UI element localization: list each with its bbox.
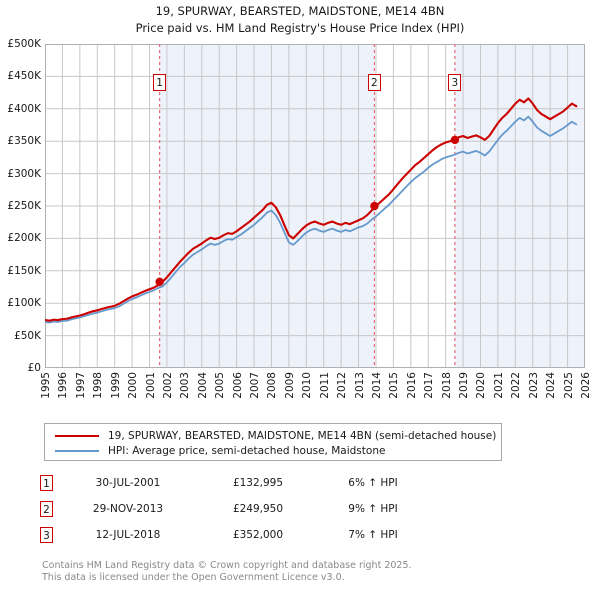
y-axis-tick-label: £450K (7, 70, 41, 83)
transaction-price: £249,950 (232, 503, 284, 515)
x-axis-tick-label: 2010 (301, 372, 314, 399)
transaction-hpi-delta: 9% ↑ HPI (348, 503, 398, 515)
footer-line-1: Contains HM Land Registry data © Crown c… (42, 560, 412, 571)
x-axis-tick-label: 1995 (40, 372, 52, 399)
transactions-table: 1 30-JUL-2001 £132,995 6% ↑ HPI 2 29-NOV… (40, 470, 470, 548)
legend-swatch-hpi (55, 449, 99, 452)
x-axis-tick-label: 2001 (144, 372, 157, 399)
legend-label-hpi: HPI: Average price, semi-detached house,… (108, 444, 386, 457)
x-axis-tick-label: 2012 (336, 372, 349, 399)
y-axis-tick-label: £300K (7, 167, 41, 180)
x-axis-tick-label: 2008 (266, 372, 279, 399)
x-axis-tick-label: 2013 (353, 372, 366, 399)
x-axis-tick-label: 2016 (405, 372, 418, 399)
y-axis-tick-label: £150K (7, 264, 41, 277)
x-axis-tick-label: 2018 (440, 372, 453, 399)
x-axis-tick-label: 2017 (423, 372, 436, 399)
transaction-dots (155, 135, 460, 287)
chart-legend: 19, SPURWAY, BEARSTED, MAIDSTONE, ME14 4… (44, 423, 502, 461)
x-axis-tick-label: 2025 (562, 372, 575, 399)
title-line-2: Price paid vs. HM Land Registry's House … (135, 21, 465, 35)
legend-entry-hpi: HPI: Average price, semi-detached house,… (45, 443, 501, 458)
x-axis-tick-label: 2002 (161, 372, 174, 399)
legend-entry-price-paid: 19, SPURWAY, BEARSTED, MAIDSTONE, ME14 4… (45, 428, 501, 443)
transaction-date: 29-NOV-2013 (92, 503, 164, 515)
price-history-chart: £0 £50K £100K £150K £200K £250K £300K £350K £400… (7, 38, 592, 399)
y-axis-tick-label: £100K (7, 297, 41, 310)
x-axis-tick-label: 2006 (231, 372, 244, 399)
x-axis-tick-label: 1998 (92, 372, 105, 399)
x-axis-tick-label: 1996 (57, 372, 70, 399)
plot-border (45, 44, 585, 368)
chart-plot-svg (45, 44, 585, 368)
y-axis-tick-label: £500K (7, 38, 41, 50)
x-axis-tick-label: 2015 (388, 372, 401, 399)
transaction-hpi-delta: 7% ↑ HPI (348, 529, 398, 541)
transaction-index-badge: 1 (40, 475, 53, 491)
x-axis-tick-label: 2020 (475, 372, 488, 399)
x-axis-tick-label: 2014 (370, 372, 383, 399)
transaction-hpi-delta: 6% ↑ HPI (348, 477, 398, 489)
x-axis-tick-label: 2023 (527, 372, 540, 399)
title-line-1: 19, SPURWAY, BEARSTED, MAIDSTONE, ME14 4… (155, 4, 445, 18)
x-axis-tick-label: 2004 (196, 372, 209, 399)
footer-line-2: This data is licensed under the Open Gov… (42, 571, 345, 583)
x-axis-tick-label: 2007 (249, 372, 262, 399)
table-row: 2 29-NOV-2013 £249,950 9% ↑ HPI (40, 496, 470, 522)
x-axis-tick-label: 2022 (510, 372, 523, 399)
y-axis-tick-label: £350K (7, 135, 41, 148)
chart-marker-badge[interactable]: 1 (153, 74, 167, 91)
y-axis-tick-label: £50K (14, 329, 41, 342)
x-axis-tick-label: 2019 (458, 372, 471, 399)
x-axis-tick-label: 1997 (74, 372, 87, 399)
chart-marker-badge[interactable]: 2 (367, 74, 381, 91)
x-axis-tick-label: 2024 (545, 372, 558, 399)
x-axis-tick-label: 2021 (492, 372, 505, 399)
table-row: 1 30-JUL-2001 £132,995 6% ↑ HPI (40, 470, 470, 496)
x-axis-tick-label: 2003 (179, 372, 192, 399)
y-axis-tick-label: £0 (27, 362, 41, 374)
transaction-index-badge: 2 (40, 501, 53, 517)
y-axis-tick-label: £250K (7, 200, 41, 212)
page-title: 19, SPURWAY, BEARSTED, MAIDSTONE, ME14 4… (0, 3, 600, 37)
transaction-date: 30-JUL-2001 (95, 477, 161, 489)
legend-swatch-price-paid (55, 434, 99, 437)
x-axis-tick-label: 2011 (318, 372, 331, 399)
legend-label-price-paid: 19, SPURWAY, BEARSTED, MAIDSTONE, ME14 4… (108, 429, 497, 442)
table-row: 3 12-JUL-2018 £352,000 7% ↑ HPI (40, 522, 470, 548)
x-axis-tick-label: 2009 (283, 372, 296, 399)
chart-marker-badge[interactable]: 3 (448, 74, 462, 91)
transaction-index-badge: 3 (40, 527, 53, 543)
y-axis-tick-label: £400K (7, 102, 41, 115)
transaction-price: £352,000 (232, 529, 284, 541)
transaction-date: 12-JUL-2018 (95, 529, 161, 541)
y-axis-tick-label: £200K (7, 232, 41, 245)
transaction-price: £132,995 (232, 477, 284, 489)
x-axis-tick-label: 2026 (580, 372, 592, 399)
data-series (45, 97, 578, 324)
attribution-footer: Contains HM Land Registry data © Crown c… (42, 560, 562, 583)
x-axis-tick-label: 1999 (109, 372, 122, 399)
x-axis-tick-label: 2000 (127, 372, 140, 399)
x-axis-tick-label: 2005 (214, 372, 227, 399)
